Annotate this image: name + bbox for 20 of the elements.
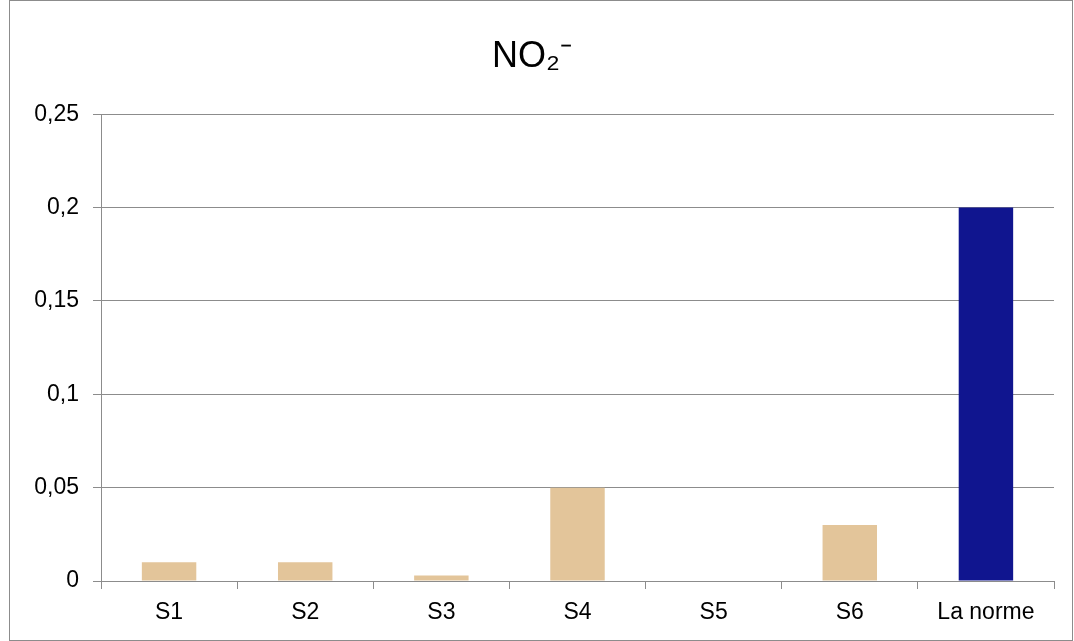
x-tick-label: S2 bbox=[291, 598, 320, 625]
x-tick-label: S6 bbox=[835, 598, 864, 625]
y-tick-label: 0,05 bbox=[34, 472, 79, 499]
bar bbox=[822, 524, 878, 581]
y-tick-label: 0,15 bbox=[34, 286, 79, 313]
bar bbox=[958, 207, 1014, 581]
bar bbox=[141, 562, 197, 581]
bar bbox=[550, 487, 605, 581]
bar bbox=[277, 562, 333, 581]
y-tick-label: 0 bbox=[66, 566, 79, 593]
x-tick-label: S5 bbox=[699, 598, 728, 625]
x-tick-label: S1 bbox=[155, 598, 184, 625]
y-tick-label: 0,25 bbox=[34, 99, 79, 126]
y-tick-label: 0,2 bbox=[47, 192, 79, 219]
bar bbox=[414, 575, 469, 581]
x-tick-label: S3 bbox=[427, 598, 456, 625]
y-tick-label: 0,1 bbox=[47, 379, 79, 406]
x-tick-label: S4 bbox=[563, 598, 592, 625]
chart-title: NO₂⁻ bbox=[492, 33, 572, 75]
x-tick-label: La norme bbox=[937, 598, 1035, 625]
